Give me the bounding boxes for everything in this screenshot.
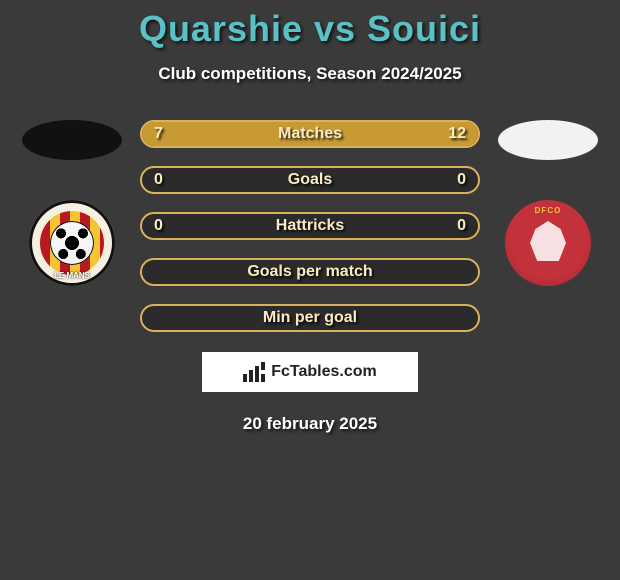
- club-logo-left: LE MANS: [29, 200, 115, 286]
- subtitle: Club competitions, Season 2024/2025: [0, 64, 620, 84]
- stat-row: Min per goal: [140, 304, 480, 332]
- stats-bars: Matches 7 12 Goals 0 0 Hattricks 0 0 Goals per ma…: [140, 120, 480, 332]
- stat-label: Goals: [288, 171, 332, 189]
- watermark-text: FcTables.com: [271, 363, 377, 381]
- stat-label: Hattricks: [276, 217, 344, 235]
- stat-label: Matches: [278, 125, 342, 143]
- stat-row: Matches 7 12: [140, 120, 480, 148]
- stat-value-right: 12: [448, 125, 466, 143]
- club-name-left: LE MANS: [54, 271, 90, 280]
- page-title: Quarshie vs Souici: [0, 8, 620, 50]
- stat-value-right: 0: [457, 217, 466, 235]
- stat-value-left: 0: [154, 171, 163, 189]
- soccer-ball-icon: [50, 221, 94, 265]
- stat-row: Goals 0 0: [140, 166, 480, 194]
- left-column: LE MANS: [22, 120, 122, 286]
- stat-row: Goals per match: [140, 258, 480, 286]
- stat-row: Hattricks 0 0: [140, 212, 480, 240]
- owl-icon: [524, 215, 572, 271]
- comparison-card: Quarshie vs Souici Club competitions, Se…: [0, 0, 620, 434]
- stat-label: Min per goal: [263, 309, 357, 327]
- club-name-right: DFCO: [535, 206, 562, 215]
- date-line: 20 february 2025: [0, 414, 620, 434]
- player-silhouette-left: [22, 120, 122, 160]
- right-column: DFCO: [498, 120, 598, 286]
- stat-value-right: 0: [457, 171, 466, 189]
- player-silhouette-right: [498, 120, 598, 160]
- watermark[interactable]: FcTables.com: [202, 352, 418, 392]
- stat-value-left: 7: [154, 125, 163, 143]
- main-area: LE MANS Matches712Goals00Hattricks00Goal…: [0, 120, 620, 332]
- club-logo-right: DFCO: [505, 200, 591, 286]
- bar-chart-icon: [243, 362, 267, 382]
- stat-label: Goals per match: [247, 263, 372, 281]
- stat-value-left: 0: [154, 217, 163, 235]
